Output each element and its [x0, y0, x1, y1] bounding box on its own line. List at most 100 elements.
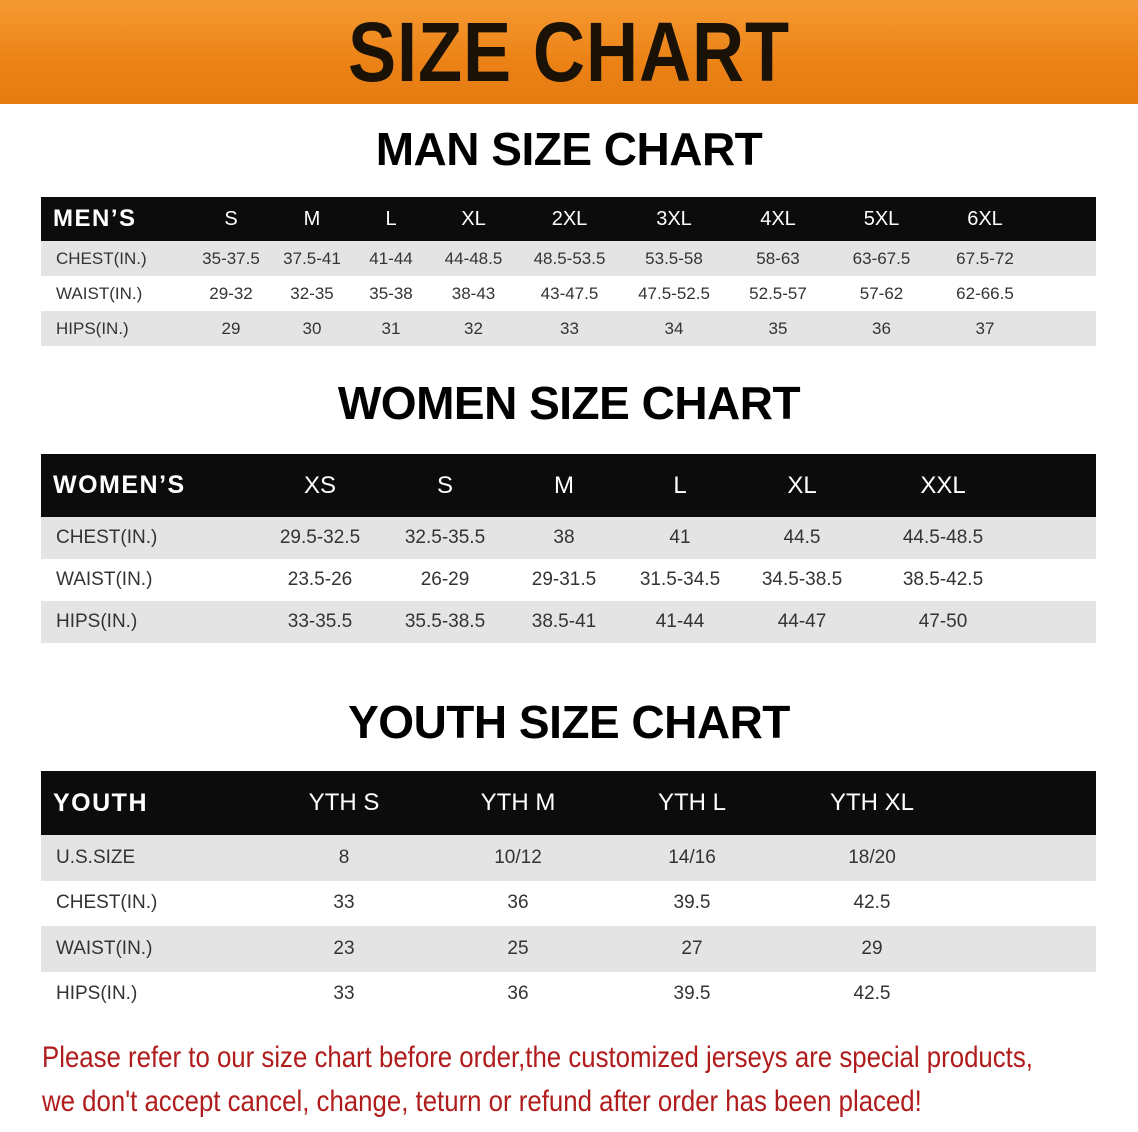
table-row: U.S.SIZE 8 10/12 14/16 18/20 — [41, 835, 1096, 881]
notice-line-2: we don't accept cancel, change, teturn o… — [42, 1085, 922, 1118]
table-cell — [1037, 276, 1096, 311]
table-cell: 35-38 — [369, 283, 413, 303]
table-cell: 67.5-72 — [933, 241, 1037, 276]
table-cell: 41-44 — [352, 241, 430, 276]
table-cell: 53.5-58 — [622, 241, 726, 276]
row-label: WAIST(IN.) — [56, 569, 153, 590]
table-cell: 34.5-38.5 — [761, 569, 843, 590]
table-cell: 18/20 — [778, 835, 966, 881]
table-cell: 58-63 — [726, 241, 830, 276]
table-cell: 33-35.5 — [258, 601, 382, 643]
table-cell: 38.5-42.5 — [902, 569, 984, 590]
size-header: YTH M — [430, 771, 606, 835]
size-header — [1022, 454, 1096, 517]
size-header: 2XL — [517, 197, 622, 241]
table-cell: 43-47.5 — [540, 283, 599, 303]
table-cell: 35 — [726, 311, 830, 346]
row-label: CHEST(IN.) — [56, 892, 158, 914]
table-cell: 38 — [508, 517, 620, 559]
table-cell — [1037, 311, 1096, 346]
table-cell: 44-48.5 — [430, 241, 517, 276]
size-header: 4XL — [726, 197, 830, 241]
table-cell — [1022, 559, 1096, 601]
table-cell: 35.5-38.5 — [382, 601, 508, 643]
youth-section-title: YOUTH SIZE CHART — [348, 696, 790, 748]
table-cell — [966, 972, 1096, 1018]
banner: SIZE CHART — [0, 0, 1138, 104]
table-cell: 44.5-48.5 — [864, 517, 1022, 559]
table-cell: 29 — [190, 311, 272, 346]
youth-size-table: YOUTH YTH S YTH M YTH L YTH XL U.S.SIZE 8 10/12… — [41, 771, 1096, 1017]
table-cell: 26-29 — [420, 569, 470, 590]
table-cell: 37.5-41 — [272, 241, 352, 276]
table-cell: 34 — [622, 311, 726, 346]
table-cell: 38-43 — [451, 283, 496, 303]
size-header: M — [272, 197, 352, 241]
row-label: CHEST(IN.) — [41, 241, 190, 276]
table-cell: 33 — [517, 311, 622, 346]
table-label: MEN’S — [41, 197, 190, 241]
table-label: YOUTH — [41, 771, 258, 835]
table-cell: 52.5-57 — [749, 283, 807, 303]
men-size-table: MEN’S S M L XL 2XL 3XL 4XL 5XL 6XL CHEST(IN.) 35-37… — [41, 197, 1096, 346]
table-cell: 63-67.5 — [830, 241, 933, 276]
table-cell: 39.5 — [673, 892, 711, 914]
header-row: MEN’S S M L XL 2XL 3XL 4XL 5XL 6XL — [41, 197, 1096, 241]
size-header: S — [190, 197, 272, 241]
size-header: YTH S — [258, 771, 430, 835]
size-header: YTH XL — [778, 771, 966, 835]
table-cell: 31.5-34.5 — [639, 569, 721, 590]
table-cell: 39.5 — [673, 983, 711, 1005]
row-label: HIPS(IN.) — [41, 311, 190, 346]
table-cell: 29.5-32.5 — [258, 517, 382, 559]
row-label: CHEST(IN.) — [41, 517, 258, 559]
table-cell: 33 — [333, 983, 355, 1005]
table-row: CHEST(IN.) 33 36 39.5 42.5 — [41, 881, 1096, 927]
table-row: HIPS(IN.) 29 30 31 32 33 34 35 36 37 — [41, 311, 1096, 346]
size-header — [966, 771, 1096, 835]
size-header: 3XL — [622, 197, 726, 241]
women-size-table: WOMEN’S XS S M L XL XXL CHEST(IN.) 29.5-32.5 32.5… — [41, 454, 1096, 643]
order-notice: Please refer to our size chart before or… — [42, 1036, 1033, 1124]
table-cell: 41 — [620, 517, 740, 559]
table-cell: 14/16 — [606, 835, 778, 881]
table-cell: 42.5 — [853, 983, 891, 1005]
row-label: U.S.SIZE — [41, 835, 258, 881]
row-label: WAIST(IN.) — [56, 283, 143, 303]
size-header — [1037, 197, 1096, 241]
size-header: XXL — [864, 454, 1022, 517]
size-header: M — [508, 454, 620, 517]
table-cell: 8 — [258, 835, 430, 881]
table-cell: 29-31.5 — [531, 569, 597, 590]
size-header: 5XL — [830, 197, 933, 241]
table-cell: 25 — [430, 926, 606, 972]
main-title: SIZE CHART — [347, 5, 791, 99]
table-cell: 33 — [333, 892, 355, 914]
table-row: HIPS(IN.) 33-35.5 35.5-38.5 38.5-41 41-44 44-… — [41, 601, 1096, 643]
header-row: WOMEN’S XS S M L XL XXL — [41, 454, 1096, 517]
table-cell: 47-50 — [864, 601, 1022, 643]
table-cell: 29-32 — [209, 283, 253, 303]
table-cell: 38.5-41 — [508, 601, 620, 643]
women-section-title: WOMEN SIZE CHART — [337, 377, 801, 429]
size-header: XS — [258, 454, 382, 517]
row-label: HIPS(IN.) — [41, 601, 258, 643]
size-header: YTH L — [606, 771, 778, 835]
row-label: HIPS(IN.) — [56, 983, 138, 1005]
table-row: WAIST(IN.) 23.5-26 26-29 29-31.5 31.5-34.5 34… — [41, 559, 1096, 601]
table-cell: 32 — [430, 311, 517, 346]
table-cell: 62-66.5 — [956, 283, 1014, 303]
table-cell: 30 — [272, 311, 352, 346]
table-cell: 57-62 — [859, 283, 904, 303]
table-cell: 29 — [778, 926, 966, 972]
row-label: WAIST(IN.) — [41, 926, 258, 972]
men-section-title: MAN SIZE CHART — [375, 123, 763, 175]
table-cell: 10/12 — [430, 835, 606, 881]
size-header: S — [382, 454, 508, 517]
table-cell: 32-35 — [290, 283, 334, 303]
table-cell: 23.5-26 — [287, 569, 353, 590]
table-cell: 36 — [507, 983, 529, 1005]
table-row: WAIST(IN.) 23 25 27 29 — [41, 926, 1096, 972]
table-cell: 23 — [258, 926, 430, 972]
table-cell: 36 — [507, 892, 529, 914]
